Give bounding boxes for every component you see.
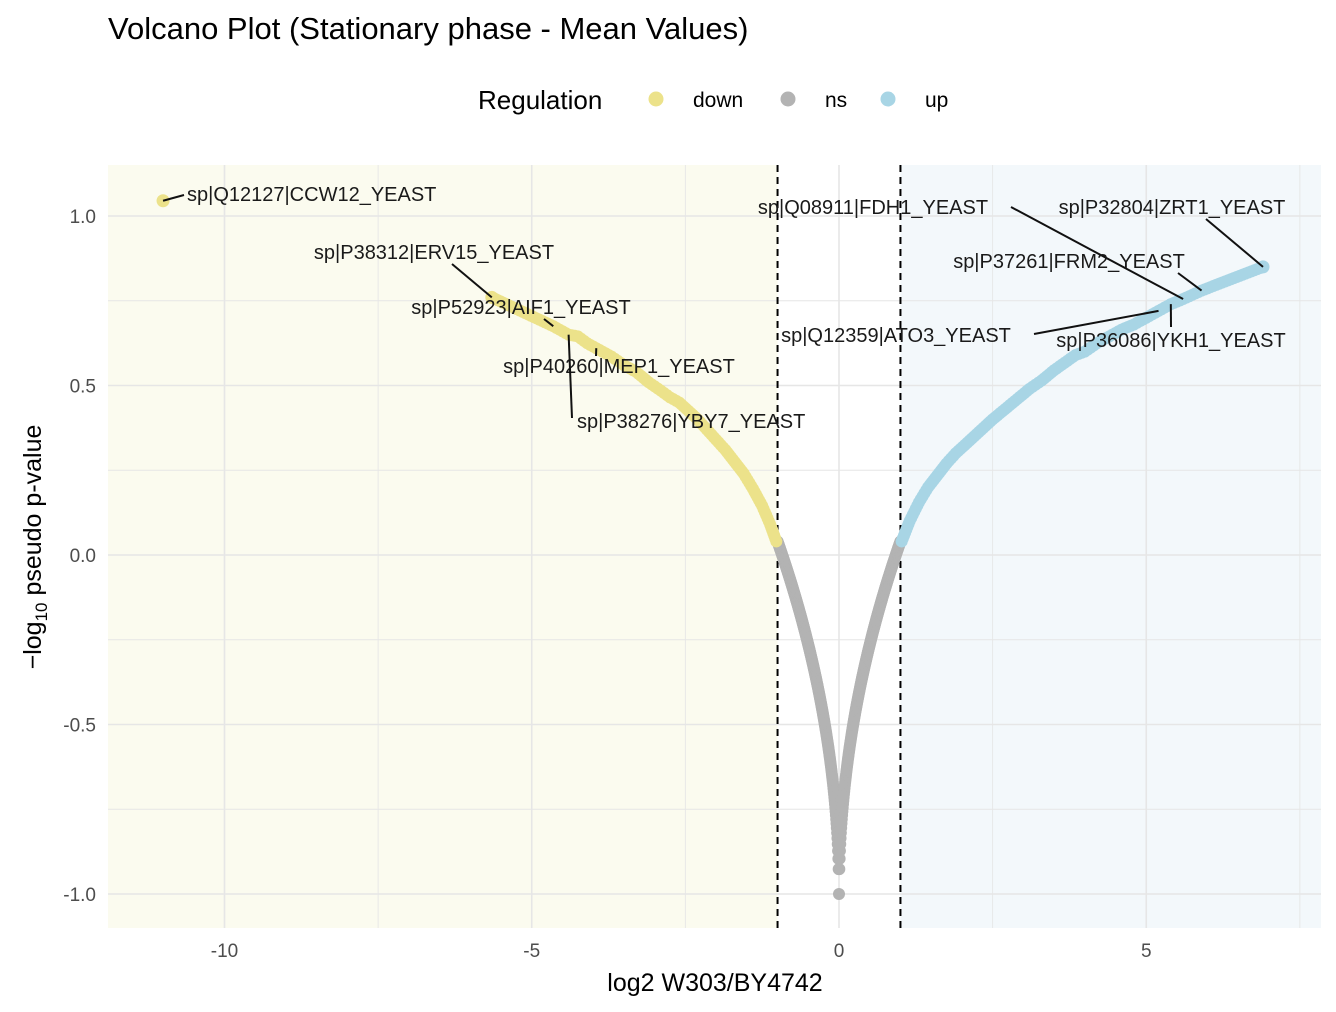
annotation-leader — [1033, 309, 1159, 335]
y-tick-label: -0.5 — [63, 716, 96, 737]
y-tick-label: 0.5 — [70, 377, 96, 398]
gridlines — [108, 165, 1321, 928]
y-tick-label: 1.0 — [70, 207, 96, 228]
annotation-label: sp|Q12127|CCW12_YEAST — [187, 184, 436, 206]
annotation-label: sp|P52923|AIF1_YEAST — [411, 297, 630, 319]
up-region — [900, 165, 1321, 928]
point-down — [770, 535, 783, 548]
chart-title: Volcano Plot (Stationary phase - Mean Va… — [108, 11, 748, 46]
legend-marker-down — [648, 91, 664, 107]
annotation-label: sp|P38312|ERV15_YEAST — [314, 242, 554, 264]
y-axis-title: −log10 pseudo p-value — [19, 425, 51, 670]
point-ns — [833, 863, 846, 876]
annotation-leader — [162, 194, 185, 202]
x-tick-label: -5 — [523, 941, 540, 962]
x-tick-label: 0 — [834, 941, 845, 962]
legend-marker-ns — [780, 91, 796, 107]
y-tick-label: 0.0 — [70, 546, 96, 567]
x-tick-label: 5 — [1141, 941, 1152, 962]
annotation-label: sp|Q12359|ATO3_YEAST — [781, 325, 1011, 347]
annotation-leader — [1177, 272, 1203, 292]
legend-label-ns: ns — [825, 89, 847, 112]
annotation-leader — [451, 263, 493, 299]
legend-label-down: down — [693, 89, 743, 112]
legend: Regulation down ns up — [478, 85, 948, 115]
annotation-leader — [567, 334, 573, 419]
annotation-label: sp|P36086|YKH1_YEAST — [1056, 330, 1285, 352]
legend-title: Regulation — [478, 85, 602, 115]
legend-label-up: up — [925, 89, 948, 112]
annotation-label: sp|P37261|FRM2_YEAST — [953, 251, 1185, 273]
annotation-label: sp|Q08911|FDH1_YEAST — [758, 197, 988, 219]
y-tick-label: -1.0 — [63, 885, 96, 906]
y-axis-title-main: −log — [19, 621, 47, 669]
point-ns — [833, 888, 845, 900]
down-region — [108, 165, 778, 928]
x-axis-title: log2 W303/BY4742 — [607, 969, 822, 997]
annotation-leader — [1010, 206, 1184, 300]
x-tick-label: -10 — [211, 941, 238, 962]
annotation-label: sp|P40260|MEP1_YEAST — [503, 356, 735, 378]
legend-marker-up — [880, 91, 896, 107]
data-points — [156, 194, 1270, 900]
y-axis-ticks: -1.0 -0.5 0.0 0.5 1.0 — [63, 207, 96, 906]
y-axis-title-subscript: 10 — [32, 603, 51, 622]
plot-background — [108, 165, 1321, 928]
x-axis-ticks: -10 -5 0 5 — [211, 941, 1152, 962]
annotation-leader — [543, 318, 554, 327]
annotation-label: sp|P32804|ZRT1_YEAST — [1059, 197, 1286, 219]
annotation-leader — [1205, 218, 1264, 268]
point-annotations: sp|Q12127|CCW12_YEAST sp|P38312|ERV15_YEA… — [162, 184, 1286, 433]
y-axis-title-rest: pseudo p-value — [19, 425, 47, 603]
annotation-label: sp|P38276|YBY7_YEAST — [577, 411, 805, 433]
